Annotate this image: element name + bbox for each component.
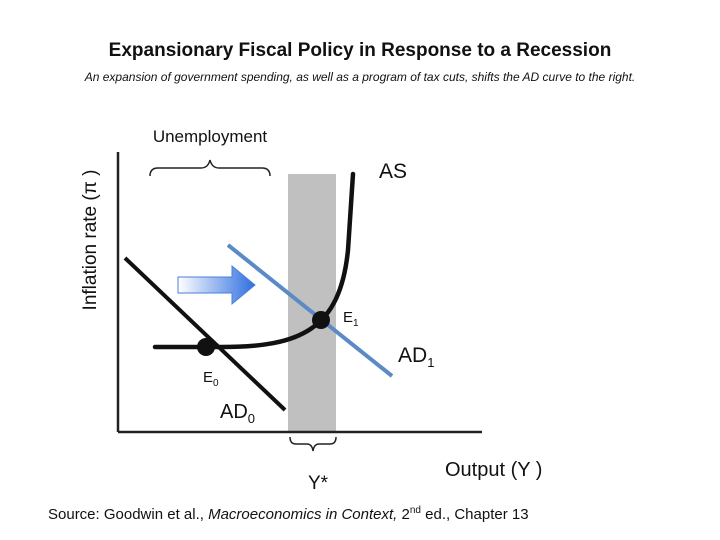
page-title: Expansionary Fiscal Policy in Response t… <box>108 40 612 61</box>
e0-point <box>197 338 215 356</box>
ad1-label: AD1 <box>398 344 434 370</box>
y-axis-label: Inflation rate (π ) <box>80 170 101 311</box>
e1-label: E1 <box>343 309 359 329</box>
potential-output-band <box>288 174 336 432</box>
potential-output-brace <box>289 436 337 452</box>
unemployment-label: Unemployment <box>153 127 268 146</box>
page-subtitle: An expansion of government spending, as … <box>84 70 636 84</box>
ad1-curve <box>226 243 394 378</box>
unemployment-brace <box>149 159 271 177</box>
ad0-label: AD0 <box>220 401 255 426</box>
right-arrow-icon <box>177 264 256 306</box>
source-citation: Source: Goodwin et al., Macroeconomics i… <box>48 505 529 523</box>
e0-label: E0 <box>203 369 219 389</box>
as-curve <box>152 171 356 350</box>
as-label: AS <box>379 160 407 183</box>
e1-point <box>312 311 330 329</box>
potential-output-label: Y* <box>308 473 329 494</box>
x-axis-label: Output (Y ) <box>445 459 542 481</box>
ad0-curve <box>123 256 287 412</box>
